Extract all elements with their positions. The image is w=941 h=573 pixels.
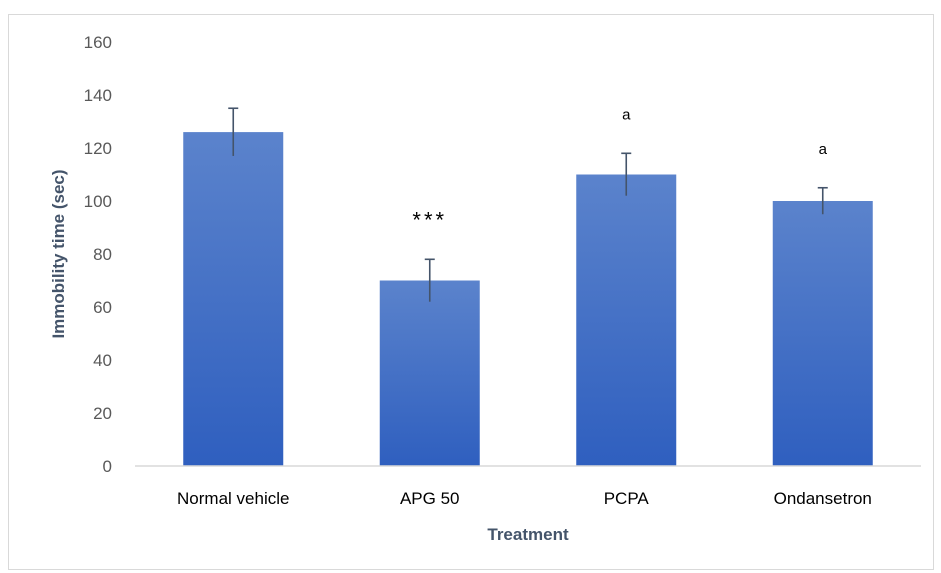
y-tick-label: 0: [103, 457, 112, 476]
y-tick-label: 80: [93, 245, 112, 264]
x-category-label: Ondansetron: [774, 489, 872, 508]
x-axis-title: Treatment: [487, 525, 569, 544]
y-tick-label: 120: [84, 139, 112, 158]
bars-group: [183, 132, 873, 466]
error-bar: [621, 152, 632, 196]
bar: [772, 201, 873, 466]
y-tick-label: 40: [93, 351, 112, 370]
bar: [183, 132, 284, 466]
y-tick-label: 140: [84, 86, 112, 105]
x-category-label: APG 50: [400, 489, 460, 508]
bar: [379, 280, 480, 466]
error-bar: [817, 186, 828, 215]
error-bars-group: [228, 107, 828, 302]
y-tick-label: 100: [84, 192, 112, 211]
bar: [576, 174, 677, 466]
y-axis-title: Immobility time (sec): [49, 169, 68, 338]
y-tick-label: 60: [93, 298, 112, 317]
significance-annotation: a: [622, 106, 631, 123]
x-category-label: PCPA: [604, 489, 650, 508]
error-bar: [424, 258, 435, 302]
x-axis-categories: Normal vehicle APG 50 PCPA Ondansetron: [177, 489, 872, 508]
x-category-label: Normal vehicle: [177, 489, 289, 508]
y-tick-label: 160: [84, 33, 112, 52]
y-tick-label: 20: [93, 404, 112, 423]
significance-annotation: ***: [412, 207, 447, 232]
annotations-group: *** a a: [412, 106, 827, 232]
y-axis-ticks: 0 20 40 60 80 100 120 140 160: [84, 33, 112, 476]
significance-annotation: a: [819, 141, 828, 158]
error-bar: [228, 107, 239, 156]
